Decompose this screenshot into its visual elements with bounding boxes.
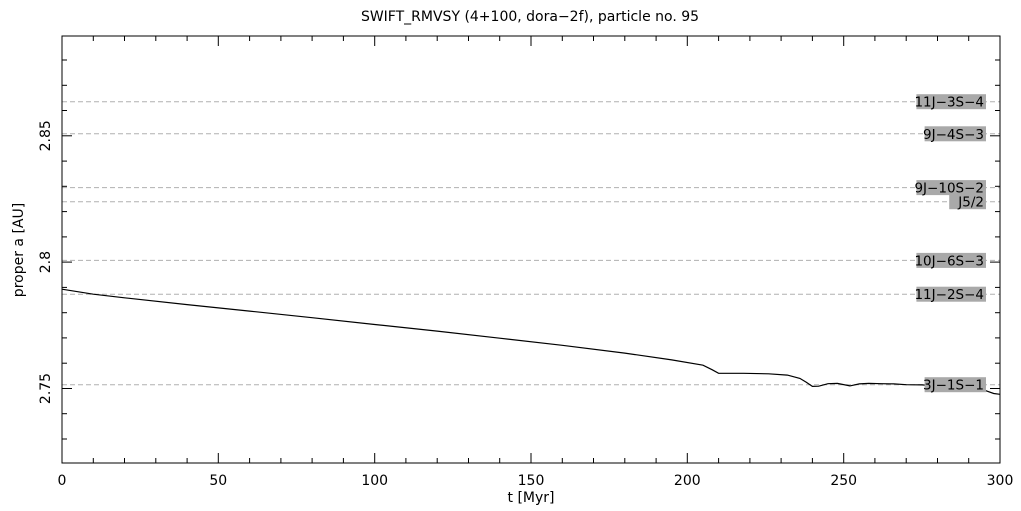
y-tick-label: 2.75: [38, 373, 54, 404]
resonance-labels: 11J−3S−4 9J−4S−3 9J−10S−2J5/2 10J−6S−3 11J−2…: [914, 94, 986, 394]
resonance-label: 11J−2S−4: [914, 287, 984, 303]
x-tick-label: 50: [209, 473, 227, 489]
resonance-label-bg: [916, 180, 986, 196]
resonance-lines: [62, 101, 1000, 386]
resonance-label-bg: [916, 252, 986, 268]
x-tick-label: 0: [58, 473, 67, 489]
chart-title: SWIFT_RMVSY (4+100, dora−2f), particle n…: [361, 9, 699, 25]
x-tick-label: 100: [361, 473, 388, 489]
axis-ticks: 0 50 100 150 200 250 300 2.75 2.8 2.85: [38, 36, 1013, 489]
x-tick-label: 250: [830, 473, 857, 489]
y-axis-label: proper a [AU]: [11, 203, 27, 297]
resonance-label-bg: [924, 126, 986, 142]
x-tick-label: 150: [518, 473, 545, 489]
x-tick-label: 300: [987, 473, 1014, 489]
resonance-label: 11J−3S−4: [914, 95, 984, 111]
x-tick-label: 200: [674, 473, 701, 489]
plot-frame: [61, 35, 1001, 464]
resonance-label: 10J−6S−3: [914, 253, 984, 269]
x-axis-label: t [Myr]: [508, 490, 555, 506]
data-series: [61, 288, 1001, 395]
resonance-label-bg: [949, 194, 986, 210]
y-tick-label: 2.8: [38, 251, 54, 273]
resonance-label-bg: [916, 286, 986, 302]
resonance-label: J5/2: [957, 195, 984, 211]
resonance-label: 3J−1S−1: [923, 378, 984, 394]
resonance-label-bg: [916, 94, 986, 110]
resonance-label: 9J−4S−3: [923, 127, 984, 143]
resonance-label: 9J−10S−2: [914, 181, 984, 197]
series-line: [61, 288, 1001, 395]
y-tick-label: 2.85: [38, 120, 54, 151]
resonance-label-bg: [924, 377, 986, 393]
